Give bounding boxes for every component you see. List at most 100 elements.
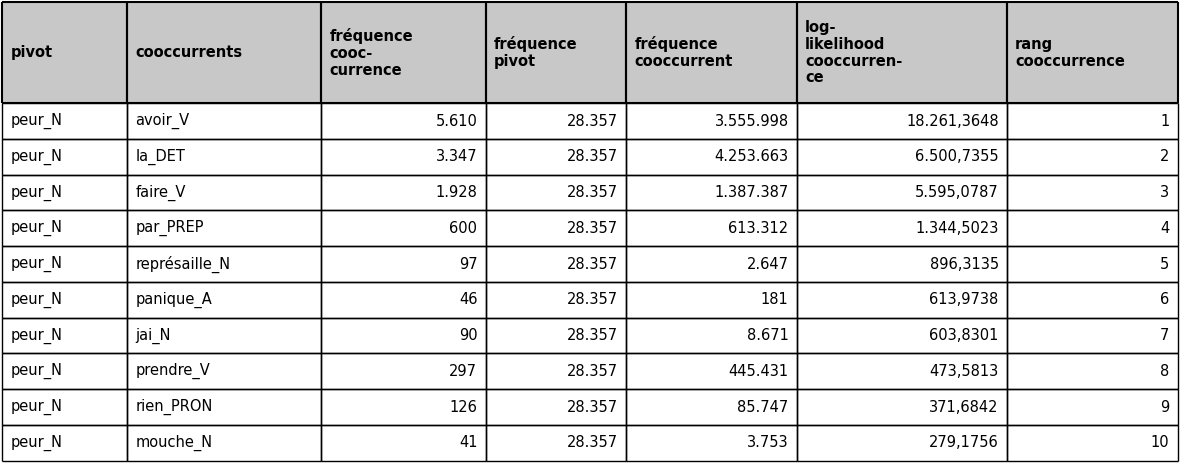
- Bar: [796, 246, 1007, 282]
- Text: prendre_V: prendre_V: [136, 363, 210, 379]
- Bar: [321, 2, 486, 103]
- Bar: [796, 282, 1007, 318]
- Bar: [2, 210, 127, 246]
- Text: cooccurrents: cooccurrents: [136, 45, 243, 60]
- Bar: [321, 246, 486, 282]
- Text: 8.671: 8.671: [747, 328, 788, 343]
- Bar: [321, 139, 486, 175]
- Bar: [486, 318, 627, 353]
- Text: log-
likelihood
cooccurren-
ce: log- likelihood cooccurren- ce: [805, 20, 903, 86]
- Bar: [486, 175, 627, 210]
- Text: peur_N: peur_N: [11, 363, 63, 379]
- Bar: [321, 425, 486, 461]
- Bar: [2, 175, 127, 210]
- Text: panique_A: panique_A: [136, 292, 212, 308]
- Bar: [627, 139, 796, 175]
- Text: 28.357: 28.357: [566, 435, 618, 450]
- Bar: [1007, 425, 1178, 461]
- Text: la_DET: la_DET: [136, 149, 185, 165]
- Text: 3.347: 3.347: [435, 149, 478, 164]
- Bar: [2, 425, 127, 461]
- Bar: [2, 246, 127, 282]
- Bar: [627, 210, 796, 246]
- Text: 1: 1: [1160, 113, 1169, 129]
- Bar: [2, 139, 127, 175]
- Text: 5.610: 5.610: [435, 113, 478, 129]
- Text: 8: 8: [1160, 364, 1169, 379]
- Bar: [2, 318, 127, 353]
- Bar: [127, 389, 321, 425]
- Text: 473,5813: 473,5813: [930, 364, 998, 379]
- Bar: [1007, 318, 1178, 353]
- Text: mouche_N: mouche_N: [136, 435, 212, 451]
- Text: 1.928: 1.928: [435, 185, 478, 200]
- Bar: [486, 139, 627, 175]
- Text: 28.357: 28.357: [566, 221, 618, 236]
- Text: peur_N: peur_N: [11, 220, 63, 237]
- Bar: [321, 389, 486, 425]
- Text: 28.357: 28.357: [566, 113, 618, 129]
- Text: 28.357: 28.357: [566, 292, 618, 307]
- Text: 613.312: 613.312: [728, 221, 788, 236]
- Text: 28.357: 28.357: [566, 257, 618, 271]
- Text: pivot: pivot: [11, 45, 53, 60]
- Text: 181: 181: [761, 292, 788, 307]
- Bar: [2, 353, 127, 389]
- Text: avoir_V: avoir_V: [136, 113, 190, 129]
- Text: peur_N: peur_N: [11, 184, 63, 200]
- Text: 4.253.663: 4.253.663: [714, 149, 788, 164]
- Bar: [486, 246, 627, 282]
- Text: 126: 126: [450, 400, 478, 414]
- Text: 1.387.387: 1.387.387: [714, 185, 788, 200]
- Bar: [321, 175, 486, 210]
- Bar: [796, 389, 1007, 425]
- Text: 3.753: 3.753: [747, 435, 788, 450]
- Text: peur_N: peur_N: [11, 399, 63, 415]
- Bar: [127, 282, 321, 318]
- Bar: [486, 353, 627, 389]
- Text: 6: 6: [1160, 292, 1169, 307]
- Text: rang
cooccurrence: rang cooccurrence: [1015, 37, 1125, 69]
- Text: représaille_N: représaille_N: [136, 256, 230, 273]
- Bar: [127, 2, 321, 103]
- Bar: [1007, 139, 1178, 175]
- Text: 28.357: 28.357: [566, 328, 618, 343]
- Bar: [127, 353, 321, 389]
- Bar: [796, 353, 1007, 389]
- Text: 9: 9: [1160, 400, 1169, 414]
- Text: peur_N: peur_N: [11, 256, 63, 272]
- Bar: [127, 425, 321, 461]
- Text: 279,1756: 279,1756: [929, 435, 998, 450]
- Text: 2.647: 2.647: [747, 257, 788, 271]
- Bar: [2, 103, 127, 139]
- Text: 28.357: 28.357: [566, 149, 618, 164]
- Text: 46: 46: [459, 292, 478, 307]
- Bar: [627, 175, 796, 210]
- Text: faire_V: faire_V: [136, 184, 185, 200]
- Bar: [127, 139, 321, 175]
- Bar: [127, 210, 321, 246]
- Text: 600: 600: [450, 221, 478, 236]
- Text: 90: 90: [459, 328, 478, 343]
- Text: 6.500,7355: 6.500,7355: [914, 149, 998, 164]
- Text: fréquence
cooccurrent: fréquence cooccurrent: [635, 36, 733, 69]
- Text: peur_N: peur_N: [11, 149, 63, 165]
- Text: rien_PRON: rien_PRON: [136, 399, 212, 415]
- Bar: [321, 318, 486, 353]
- Text: fréquence
cooc-
currence: fréquence cooc- currence: [329, 28, 413, 77]
- Bar: [796, 139, 1007, 175]
- Bar: [127, 175, 321, 210]
- Text: 5: 5: [1160, 257, 1169, 271]
- Bar: [796, 210, 1007, 246]
- Text: 10: 10: [1150, 435, 1169, 450]
- Bar: [627, 282, 796, 318]
- Bar: [627, 103, 796, 139]
- Text: peur_N: peur_N: [11, 292, 63, 308]
- Bar: [1007, 389, 1178, 425]
- Bar: [627, 318, 796, 353]
- Text: 613,9738: 613,9738: [930, 292, 998, 307]
- Bar: [486, 282, 627, 318]
- Bar: [627, 353, 796, 389]
- Text: 41: 41: [459, 435, 478, 450]
- Bar: [486, 2, 627, 103]
